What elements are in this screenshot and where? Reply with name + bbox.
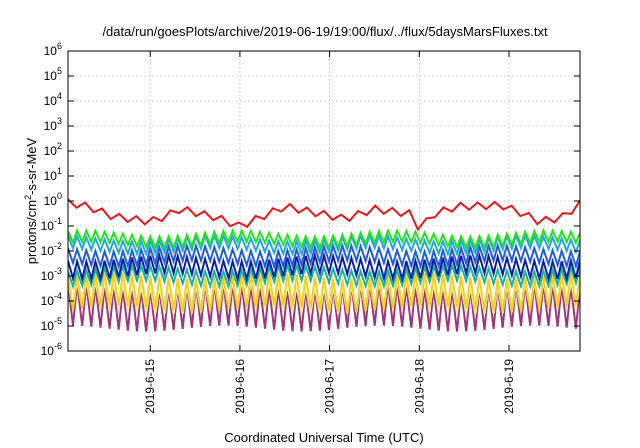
plot-area <box>68 198 580 332</box>
y-tick-label: 10-1 <box>41 216 62 233</box>
x-axis-label: Coordinated Universal Time (UTC) <box>224 430 423 445</box>
x-tick-label: 2019-6-19 <box>502 359 516 414</box>
y-tick-label: 105 <box>44 66 62 83</box>
y-tick-label: 10-2 <box>41 241 62 258</box>
y-tick-label: 102 <box>44 141 62 158</box>
y-axis: 10-6 10-5 10-4 10-3 10-2 10-1 100 101 102 103 104 1… <box>41 41 580 358</box>
y-tick-label: 103 <box>44 116 62 133</box>
y-tick-label: 10-3 <box>41 266 62 283</box>
y-tick-label: 106 <box>44 41 62 58</box>
y-tick-label: 104 <box>44 91 62 108</box>
chart-title: /data/run/goesPlots/archive/2019-06-19/1… <box>102 24 548 39</box>
y-tick-label: 100 <box>44 191 62 208</box>
y-tick-label: 10-4 <box>41 291 62 308</box>
y-tick-label: 10-5 <box>41 316 62 333</box>
series-line-5 <box>68 262 580 290</box>
y-axis-label: protons/cm2-s-sr-MeV <box>23 137 39 264</box>
series-line-3 <box>68 242 580 270</box>
series-line-0 <box>68 198 580 232</box>
x-tick-label: 2019-6-18 <box>412 359 426 414</box>
series-line-4 <box>68 251 580 283</box>
x-axis: 2019-6-15 2019-6-16 2019-6-17 2019-6-18 2019… <box>143 51 516 414</box>
x-tick-label: 2019-6-17 <box>323 359 337 414</box>
series-line-6 <box>68 272 580 312</box>
y-tick-label: 101 <box>44 166 62 183</box>
y-tick-label: 10-6 <box>41 341 62 358</box>
series-line-1 <box>68 227 580 251</box>
x-tick-label: 2019-6-16 <box>233 359 247 414</box>
x-tick-label: 2019-6-15 <box>143 359 157 414</box>
